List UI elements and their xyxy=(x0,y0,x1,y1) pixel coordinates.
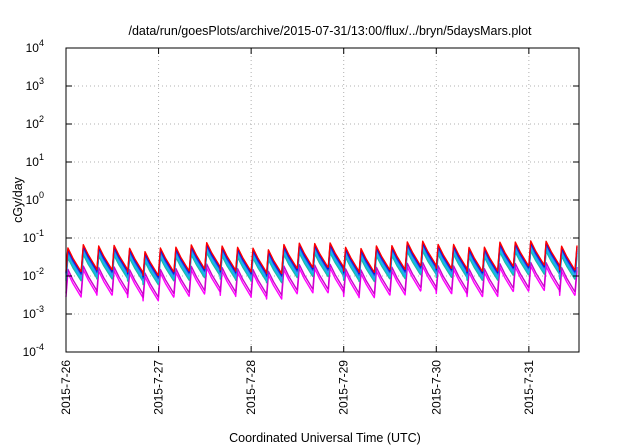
series-line-4 xyxy=(65,245,578,282)
chart-title: /data/run/goesPlots/archive/2015-07-31/1… xyxy=(128,24,532,38)
x-tick-label: 2015-7-28 xyxy=(244,360,258,415)
y-axis: 104 103 102 101 100 10-1 10-2 10-3 10-4 xyxy=(23,38,579,359)
x-tick-label: 2015-7-30 xyxy=(429,360,443,415)
series-line-0 xyxy=(65,265,578,302)
y-tick-label: 104 xyxy=(26,38,44,55)
x-tick-label: 2015-7-29 xyxy=(337,360,351,415)
x-tick-label: 2015-7-26 xyxy=(59,360,73,415)
series-line-6 xyxy=(65,241,578,278)
series-layer xyxy=(65,240,578,302)
series-line-1 xyxy=(65,261,578,298)
series-line-7 xyxy=(65,240,578,277)
y-tick-label: 10-4 xyxy=(23,342,44,359)
series-line-2 xyxy=(65,250,578,286)
x-axis-label: Coordinated Universal Time (UTC) xyxy=(229,431,421,445)
y-axis-label: cGy/day xyxy=(11,176,25,223)
y-tick-label: 103 xyxy=(26,76,44,93)
series-line-5 xyxy=(65,243,578,279)
series-line-3 xyxy=(65,247,578,284)
y-tick-label: 10-3 xyxy=(23,304,44,321)
y-tick-label: 102 xyxy=(26,114,44,131)
x-tick-label: 2015-7-27 xyxy=(152,360,166,415)
y-tick-label: 10-1 xyxy=(23,228,44,245)
grid xyxy=(66,48,579,352)
x-tick-label: 2015-7-31 xyxy=(522,360,536,415)
y-tick-label: 10-2 xyxy=(23,266,44,283)
y-tick-label: 101 xyxy=(26,152,44,169)
y-tick-label: 100 xyxy=(26,190,44,207)
x-axis: 2015-7-26 2015-7-27 2015-7-28 2015-7-29 2015… xyxy=(59,48,536,415)
